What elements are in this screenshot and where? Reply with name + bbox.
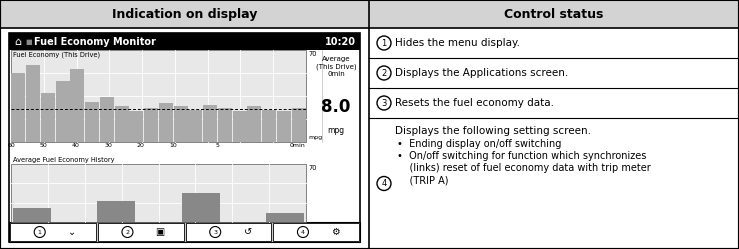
Bar: [182, 193, 219, 222]
Text: Hides the menu display.: Hides the menu display.: [395, 38, 520, 48]
Text: 2: 2: [126, 230, 129, 235]
Text: 50: 50: [40, 143, 47, 148]
Bar: [13, 208, 51, 222]
Text: ■: ■: [25, 39, 32, 45]
Bar: [9, 33, 360, 242]
Text: 3: 3: [214, 230, 217, 235]
Bar: [115, 106, 129, 142]
Text: ⌂: ⌂: [14, 37, 21, 47]
Bar: [262, 110, 276, 142]
Text: 60: 60: [7, 143, 15, 148]
Bar: [0, 0, 739, 28]
Text: 8.0: 8.0: [321, 98, 351, 116]
Text: Control status: Control status: [504, 7, 604, 20]
Text: •  Ending display on/off switching: • Ending display on/off switching: [397, 139, 562, 149]
Text: 2: 2: [381, 68, 386, 77]
Bar: [233, 111, 247, 142]
Text: (links) reset of fuel economy data with trip meter: (links) reset of fuel economy data with …: [397, 163, 651, 173]
Bar: [292, 108, 306, 142]
Bar: [85, 102, 99, 142]
Text: 0min: 0min: [289, 143, 305, 148]
Text: 4: 4: [381, 179, 386, 188]
Text: ▣: ▣: [155, 227, 165, 237]
Bar: [100, 97, 114, 142]
Text: 70: 70: [308, 165, 316, 171]
Text: Fuel Economy Monitor: Fuel Economy Monitor: [34, 37, 156, 47]
Bar: [129, 111, 143, 142]
Bar: [9, 33, 360, 50]
Bar: [144, 108, 158, 142]
Bar: [41, 93, 55, 142]
Bar: [203, 105, 217, 142]
Text: ⌄: ⌄: [68, 227, 76, 237]
Text: 3: 3: [381, 99, 386, 108]
Bar: [10, 223, 96, 241]
Bar: [266, 213, 304, 222]
Text: ⚙: ⚙: [331, 227, 340, 237]
Text: Resets the fuel economy data.: Resets the fuel economy data.: [395, 98, 554, 108]
Bar: [11, 164, 306, 222]
Bar: [159, 103, 173, 142]
Text: Fuel Economy (This Drive): Fuel Economy (This Drive): [13, 51, 100, 58]
Bar: [98, 201, 135, 222]
Text: 1: 1: [38, 230, 41, 235]
Bar: [9, 222, 360, 242]
Text: mpg: mpg: [327, 126, 344, 135]
Text: Displays the Applications screen.: Displays the Applications screen.: [395, 68, 568, 78]
Text: 4: 4: [301, 230, 305, 235]
Text: 70: 70: [308, 51, 316, 57]
Text: Indication on display: Indication on display: [112, 7, 257, 20]
Text: 1: 1: [381, 39, 386, 48]
Text: Average
(This Drive)
0min: Average (This Drive) 0min: [316, 56, 356, 77]
Bar: [55, 81, 69, 142]
Text: (TRIP A): (TRIP A): [397, 175, 449, 185]
Text: 20: 20: [137, 143, 145, 148]
Bar: [218, 108, 232, 142]
Bar: [11, 73, 25, 142]
Bar: [174, 106, 188, 142]
Text: 30: 30: [104, 143, 112, 148]
Bar: [248, 106, 262, 142]
Text: 5: 5: [216, 143, 219, 148]
Text: mpg: mpg: [308, 135, 322, 140]
Text: 10:20: 10:20: [325, 37, 356, 47]
Text: 10: 10: [169, 143, 177, 148]
Text: Average Fuel Economy History: Average Fuel Economy History: [13, 157, 115, 163]
Text: 40: 40: [72, 143, 80, 148]
Bar: [185, 223, 271, 241]
Text: ↺: ↺: [244, 227, 252, 237]
Text: Displays the following setting screen.: Displays the following setting screen.: [395, 126, 591, 136]
Bar: [70, 69, 84, 142]
Bar: [188, 110, 202, 142]
Text: •  On/off switching for function which synchronizes: • On/off switching for function which sy…: [397, 151, 647, 161]
Bar: [11, 50, 306, 142]
Bar: [273, 223, 359, 241]
Bar: [277, 111, 291, 142]
Bar: [98, 223, 183, 241]
Bar: [26, 65, 40, 142]
